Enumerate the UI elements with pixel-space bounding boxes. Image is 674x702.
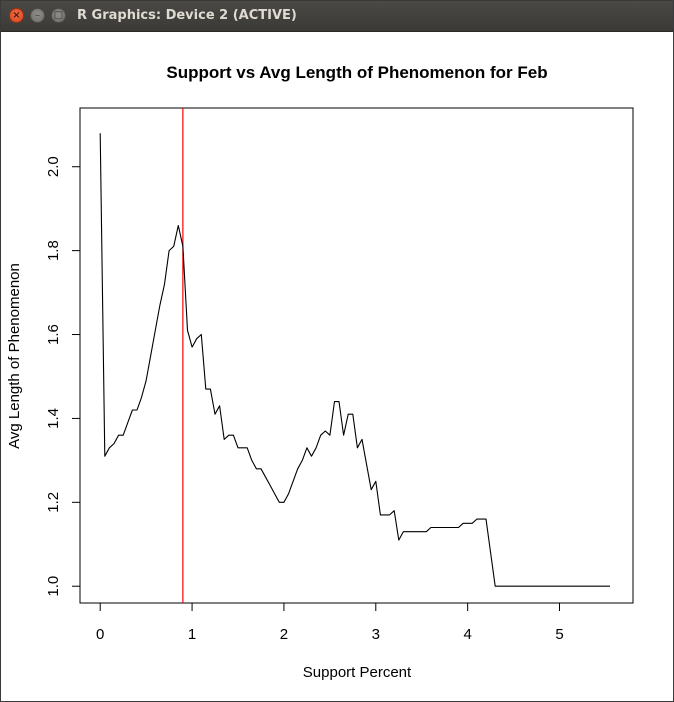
- window-title: R Graphics: Device 2 (ACTIVE): [77, 8, 297, 23]
- y-axis: 1.0 1.2 1.4 1.6 1.8 2.0: [45, 156, 81, 597]
- plot-frame: [79, 107, 634, 604]
- y-tick-label: 1.6: [45, 324, 62, 345]
- x-tick-label: 2: [280, 626, 288, 643]
- x-tick-label: 0: [96, 626, 104, 643]
- chart-title: Support vs Avg Length of Phenomenon for …: [166, 63, 547, 82]
- y-tick-label: 1.0: [45, 576, 62, 597]
- x-axis-label: Support Percent: [303, 664, 412, 681]
- x-tick-label: 1: [188, 626, 196, 643]
- x-axis: 0 1 2 3 4 5: [96, 602, 564, 643]
- y-tick-label: 1.2: [45, 492, 62, 513]
- close-window-icon[interactable]: ×: [9, 8, 24, 23]
- minimize-window-icon[interactable]: –: [30, 8, 45, 23]
- series-line: [99, 133, 610, 587]
- y-tick-label: 2.0: [45, 156, 62, 177]
- window-titlebar[interactable]: × – □ R Graphics: Device 2 (ACTIVE): [1, 1, 673, 32]
- x-tick-label: 3: [372, 626, 380, 643]
- x-tick-label: 4: [463, 626, 471, 643]
- y-tick-label: 1.8: [45, 240, 62, 261]
- x-tick-label: 5: [555, 626, 563, 643]
- y-axis-label: Avg Length of Phenomenon: [6, 263, 23, 449]
- y-tick-label: 1.4: [45, 408, 62, 429]
- maximize-window-icon[interactable]: □: [51, 8, 66, 23]
